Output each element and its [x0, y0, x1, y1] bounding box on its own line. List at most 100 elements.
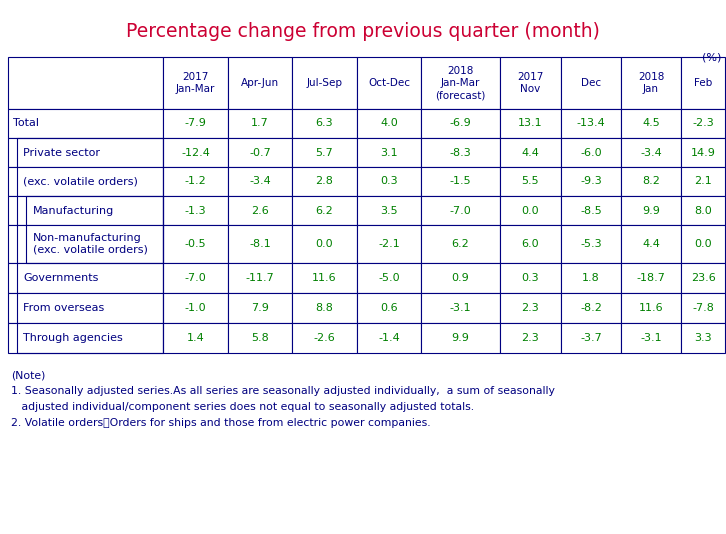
Bar	[421, 167, 500, 196]
Text: 5.7: 5.7	[316, 147, 333, 158]
Bar	[561, 196, 621, 225]
Text: -12.4: -12.4	[181, 147, 210, 158]
Text: 5.5: 5.5	[522, 177, 539, 186]
Text: Jul-Sep: Jul-Sep	[306, 78, 343, 88]
Bar	[8, 225, 163, 263]
Text: 1.4: 1.4	[187, 333, 205, 343]
Bar	[357, 138, 421, 167]
Bar	[681, 263, 725, 293]
Text: 2017
Jan-Mar: 2017 Jan-Mar	[176, 72, 215, 94]
Text: 9.9: 9.9	[452, 333, 470, 343]
Bar	[228, 138, 292, 167]
Bar	[8, 293, 163, 323]
Bar	[8, 138, 163, 167]
Bar	[292, 57, 357, 109]
Bar	[500, 293, 561, 323]
Text: -7.0: -7.0	[184, 273, 206, 283]
Text: adjusted individual/component series does not equal to seasonally adjusted total: adjusted individual/component series doe…	[11, 402, 474, 412]
Text: -7.8: -7.8	[692, 303, 714, 313]
Bar	[621, 293, 681, 323]
Bar	[561, 225, 621, 263]
Bar	[621, 167, 681, 196]
Text: 8.0: 8.0	[694, 206, 712, 216]
Bar	[357, 167, 421, 196]
Text: From overseas: From overseas	[23, 303, 105, 313]
Text: 14.9: 14.9	[690, 147, 715, 158]
Text: -1.3: -1.3	[184, 206, 206, 216]
Text: Governments: Governments	[23, 273, 99, 283]
Bar	[500, 323, 561, 353]
Bar	[292, 293, 357, 323]
Bar	[357, 263, 421, 293]
Text: -7.9: -7.9	[184, 119, 206, 129]
Bar	[17, 138, 163, 353]
Bar	[421, 109, 500, 138]
Bar	[228, 196, 292, 225]
Text: -3.1: -3.1	[640, 333, 662, 343]
Bar	[500, 263, 561, 293]
Bar	[163, 57, 228, 109]
Text: -9.3: -9.3	[580, 177, 602, 186]
Bar	[357, 109, 421, 138]
Text: Feb: Feb	[694, 78, 712, 88]
Text: 0.3: 0.3	[522, 273, 539, 283]
Text: 0.0: 0.0	[694, 239, 711, 249]
Bar	[8, 167, 163, 196]
Text: -2.3: -2.3	[692, 119, 714, 129]
Text: 2.3: 2.3	[521, 333, 539, 343]
Bar	[621, 323, 681, 353]
Bar	[163, 167, 228, 196]
Bar	[681, 323, 725, 353]
Bar	[621, 263, 681, 293]
Bar	[163, 138, 228, 167]
Bar	[228, 109, 292, 138]
Text: 0.0: 0.0	[316, 239, 333, 249]
Text: Total: Total	[13, 119, 39, 129]
Text: 2.6: 2.6	[251, 206, 269, 216]
Bar	[621, 57, 681, 109]
Text: 6.0: 6.0	[522, 239, 539, 249]
Text: Private sector: Private sector	[23, 147, 100, 158]
Bar	[163, 263, 228, 293]
Text: Oct-Dec: Oct-Dec	[368, 78, 410, 88]
Text: -8.1: -8.1	[249, 239, 271, 249]
Text: -5.3: -5.3	[580, 239, 602, 249]
Text: Apr-Jun: Apr-Jun	[241, 78, 279, 88]
Text: -8.2: -8.2	[580, 303, 602, 313]
Text: 2018
Jan: 2018 Jan	[638, 72, 664, 94]
Text: 0.0: 0.0	[522, 206, 539, 216]
Bar	[163, 196, 228, 225]
Text: -3.4: -3.4	[640, 147, 662, 158]
Text: 23.6: 23.6	[690, 273, 715, 283]
Bar	[163, 225, 228, 263]
Text: 11.6: 11.6	[639, 303, 664, 313]
Bar	[500, 196, 561, 225]
Text: 4.4: 4.4	[521, 147, 539, 158]
Bar	[681, 138, 725, 167]
Text: 4.0: 4.0	[380, 119, 398, 129]
Text: 0.9: 0.9	[452, 273, 470, 283]
Bar	[292, 138, 357, 167]
Bar	[681, 109, 725, 138]
Bar	[561, 57, 621, 109]
Bar	[561, 138, 621, 167]
Bar	[561, 293, 621, 323]
Text: Dec: Dec	[581, 78, 601, 88]
Text: (Note): (Note)	[11, 370, 45, 380]
Text: -13.4: -13.4	[576, 119, 605, 129]
Bar	[681, 196, 725, 225]
Bar	[421, 138, 500, 167]
Text: 4.5: 4.5	[642, 119, 660, 129]
Bar	[292, 167, 357, 196]
Bar	[421, 225, 500, 263]
Text: Percentage change from previous quarter (month): Percentage change from previous quarter …	[126, 22, 600, 41]
Bar	[500, 225, 561, 263]
Bar	[8, 109, 163, 138]
Text: -5.0: -5.0	[378, 273, 400, 283]
Bar	[500, 167, 561, 196]
Text: -6.9: -6.9	[449, 119, 471, 129]
Text: 8.2: 8.2	[642, 177, 660, 186]
Bar	[228, 263, 292, 293]
Bar	[228, 323, 292, 353]
Bar	[421, 323, 500, 353]
